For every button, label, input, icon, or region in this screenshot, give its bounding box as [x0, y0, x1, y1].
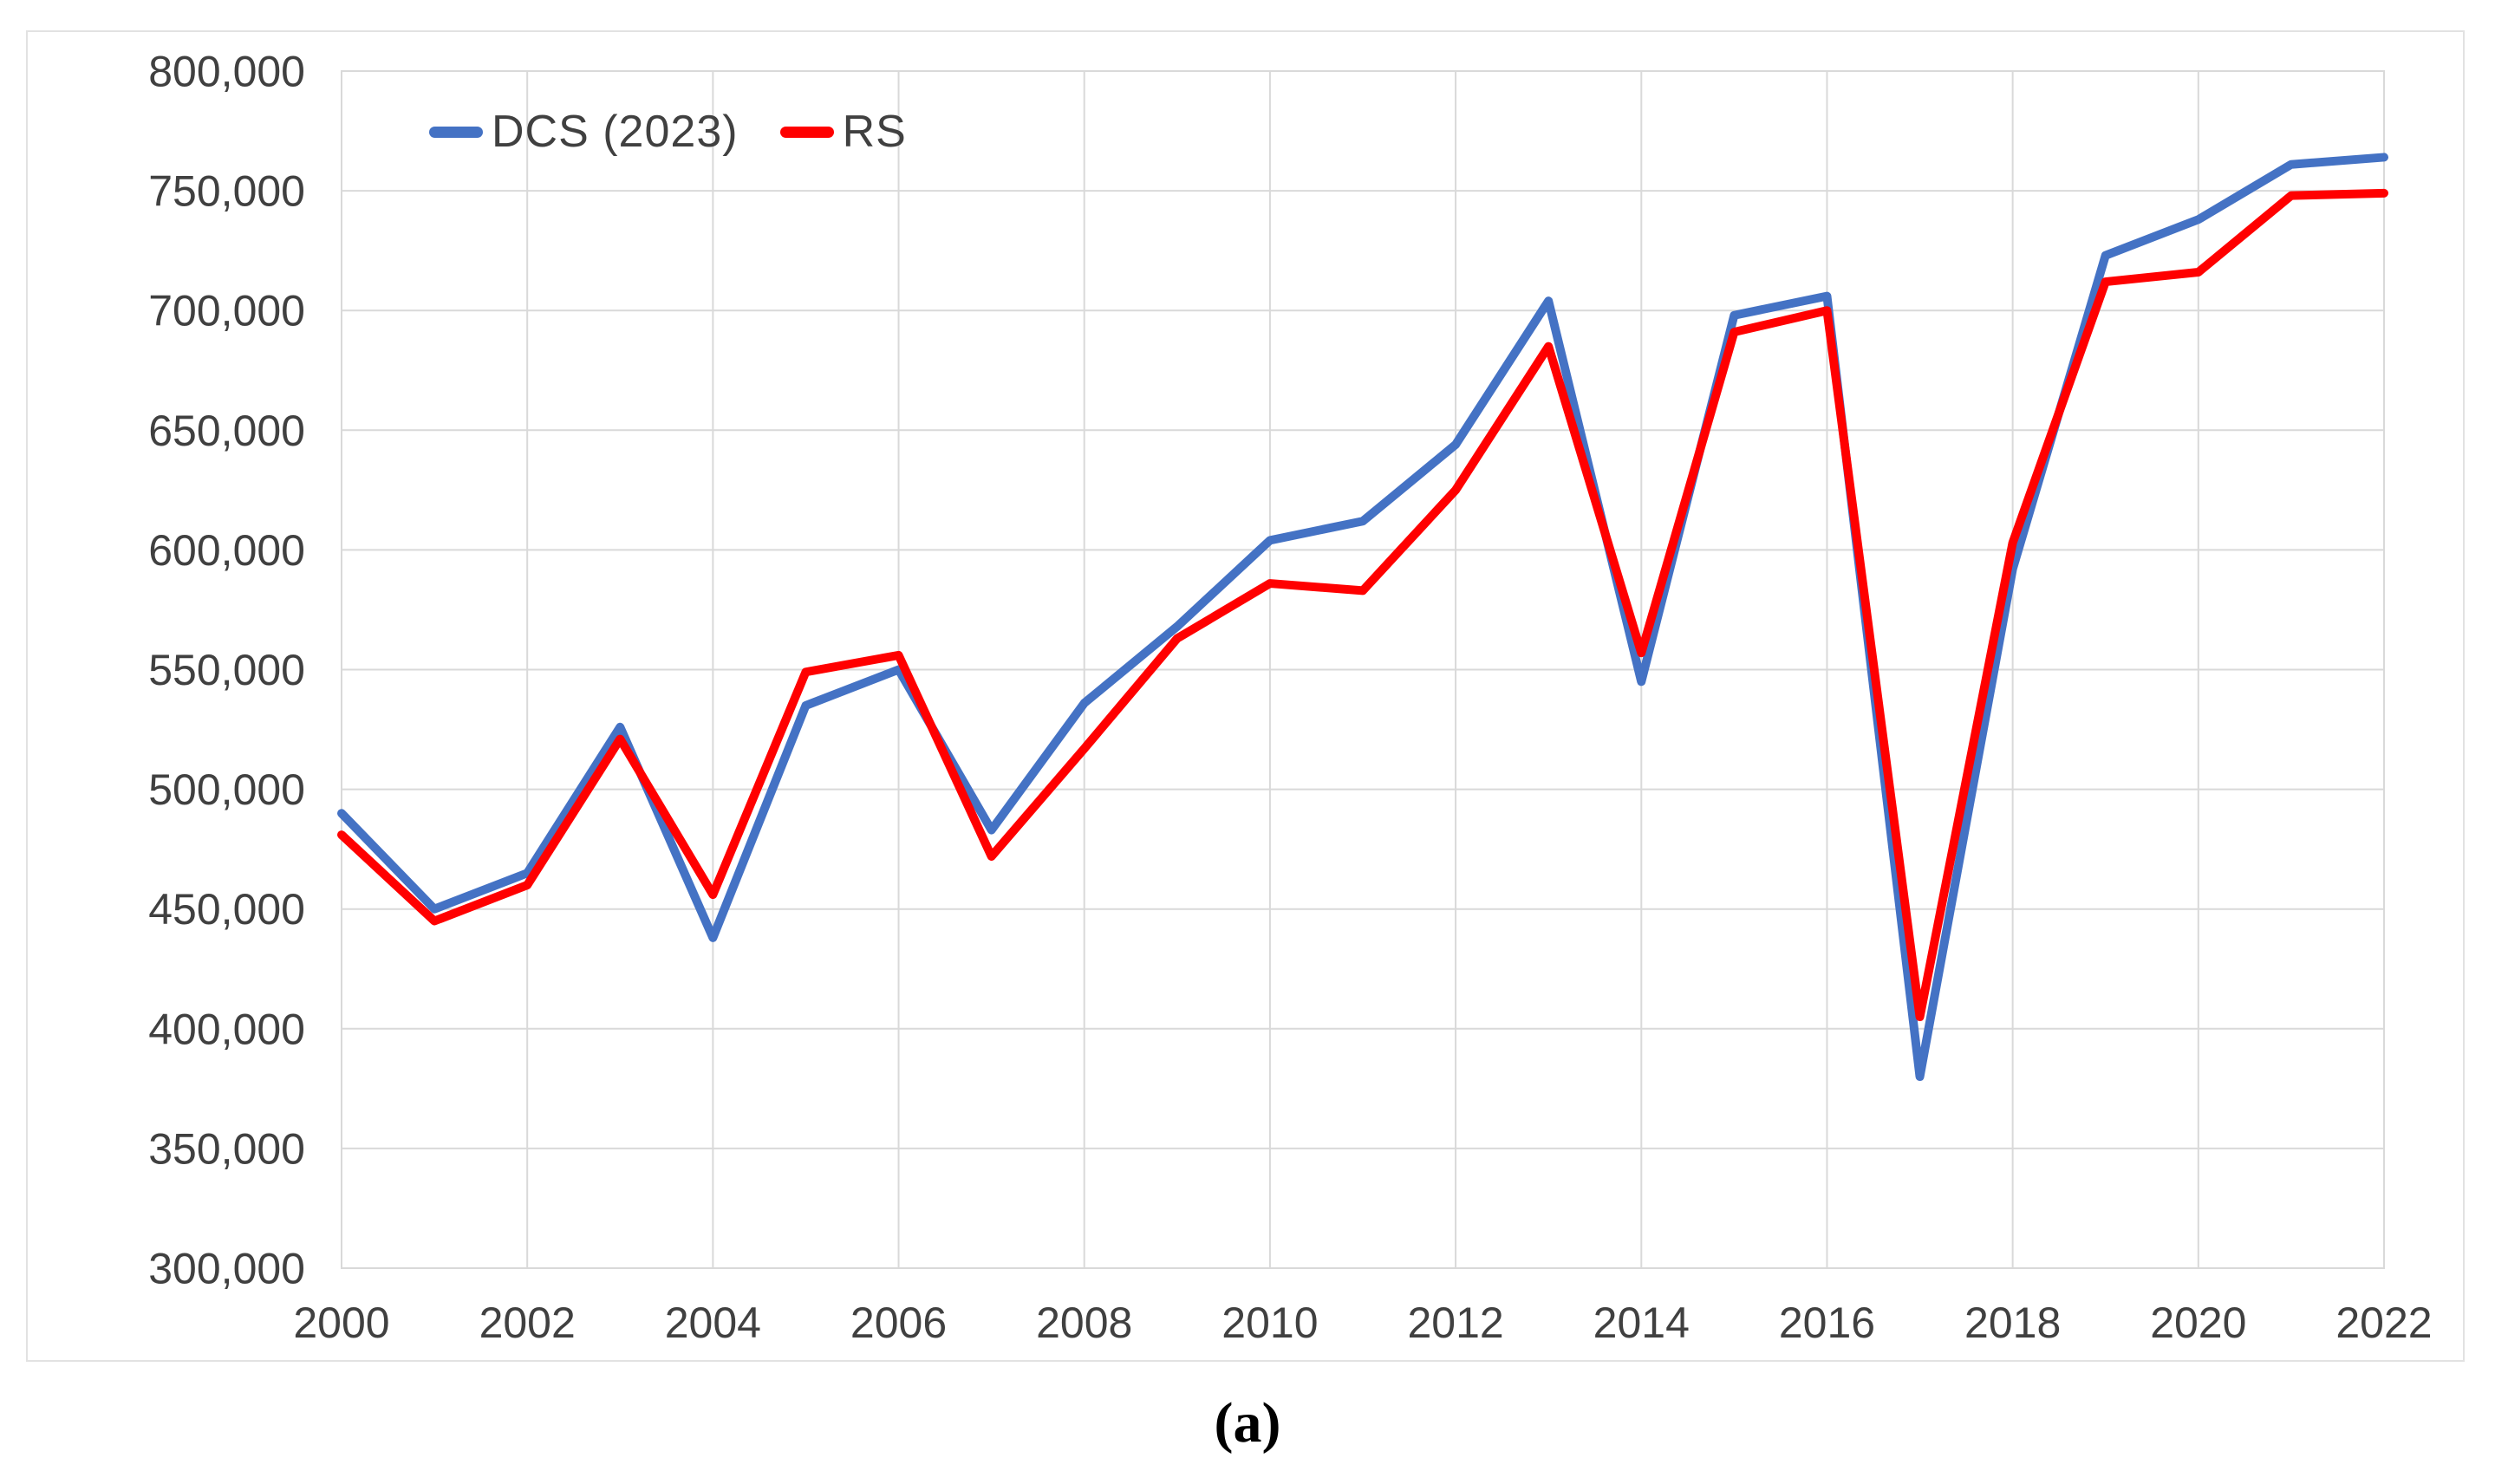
x-tick-label: 2020	[2150, 1298, 2246, 1347]
y-tick-label: 450,000	[148, 885, 305, 934]
y-tick-label: 700,000	[148, 287, 305, 335]
y-tick-label: 800,000	[148, 48, 305, 96]
y-tick-label: 600,000	[148, 526, 305, 575]
y-tick-label: 750,000	[148, 167, 305, 216]
y-tick-label: 400,000	[148, 1005, 305, 1053]
figure-border	[26, 30, 2465, 1362]
legend-label-rs: RS	[842, 107, 907, 157]
x-tick-label: 2010	[1221, 1298, 1318, 1347]
y-tick-label: 500,000	[148, 765, 305, 814]
x-tick-label: 2008	[1036, 1298, 1132, 1347]
legend-swatch-dcs-icon	[429, 126, 483, 138]
x-tick-label: 2016	[1779, 1298, 1875, 1347]
legend-item-rs[interactable]: RS	[779, 106, 907, 158]
x-tick-label: 2006	[850, 1298, 947, 1347]
y-tick-label: 650,000	[148, 407, 305, 455]
y-tick-label: 300,000	[148, 1245, 305, 1293]
legend-item-dcs[interactable]: DCS (2023)	[429, 106, 739, 158]
x-tick-label: 2018	[1964, 1298, 2061, 1347]
y-tick-label: 550,000	[148, 646, 305, 694]
x-tick-label: 2004	[665, 1298, 761, 1347]
legend-swatch-rs-icon	[779, 126, 834, 138]
series-rs-line[interactable]	[337, 188, 2388, 1021]
series-dcs-line[interactable]	[337, 153, 2388, 1082]
x-tick-label: 2002	[479, 1298, 576, 1347]
legend: DCS (2023) RS	[429, 106, 907, 158]
plot-area-border	[341, 70, 2385, 1269]
x-tick-label: 2014	[1593, 1298, 1690, 1347]
x-tick-label: 2012	[1407, 1298, 1503, 1347]
x-tick-label: 2000	[293, 1298, 389, 1347]
y-tick-label: 350,000	[148, 1124, 305, 1173]
legend-label-dcs: DCS (2023)	[492, 107, 739, 157]
x-tick-label: 2022	[2335, 1298, 2432, 1347]
subfigure-caption: (a)	[1214, 1391, 1281, 1455]
